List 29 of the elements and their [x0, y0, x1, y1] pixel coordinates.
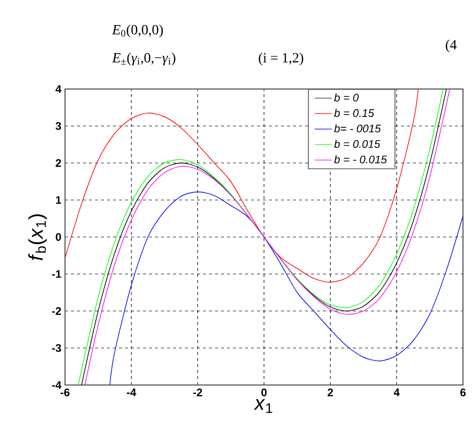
- y-tick-label: 0: [56, 233, 62, 241]
- x-tick-label: -2: [193, 388, 202, 396]
- x-tick-label: 0: [261, 388, 267, 396]
- y-tick-label: -2: [52, 307, 62, 315]
- y-tick-label: -3: [52, 344, 62, 352]
- line-series: [109, 192, 464, 385]
- x-tick-label: 4: [394, 388, 400, 396]
- y-tick-label: -4: [52, 381, 62, 389]
- x-tick-label: 6: [460, 388, 466, 396]
- text: (i = 1,2): [258, 52, 304, 66]
- x-tick-label: 2: [328, 388, 333, 396]
- legend-label: b = 0.015: [334, 140, 380, 148]
- text: E$_{0}$(0,0,0): [112, 24, 163, 38]
- text: E$_{±}$(γ$_{i}$,0,−γ$_{i}$): [112, 52, 176, 66]
- x-tick-label: -4: [126, 388, 136, 396]
- legend-label: b = 0: [334, 93, 359, 102]
- y-tick-label: 2: [56, 159, 62, 167]
- legend-label: b= - 0015: [334, 124, 381, 132]
- line-series: [65, 88, 419, 282]
- text: (4: [446, 40, 457, 52]
- legend-label: b = - 0.015: [334, 155, 387, 164]
- y-tick-label: 3: [56, 122, 62, 130]
- x-axis-title: x$_{1}$: [254, 399, 272, 413]
- y-tick-label: -1: [52, 270, 62, 278]
- legend-label: b = 0.15: [334, 108, 374, 117]
- y-tick-label: 1: [56, 196, 62, 204]
- y-axis-title: f$_{b}$(x$_{1}$): [28, 214, 47, 260]
- x-tick-label: -6: [60, 388, 70, 396]
- y-tick-label: 4: [56, 85, 62, 93]
